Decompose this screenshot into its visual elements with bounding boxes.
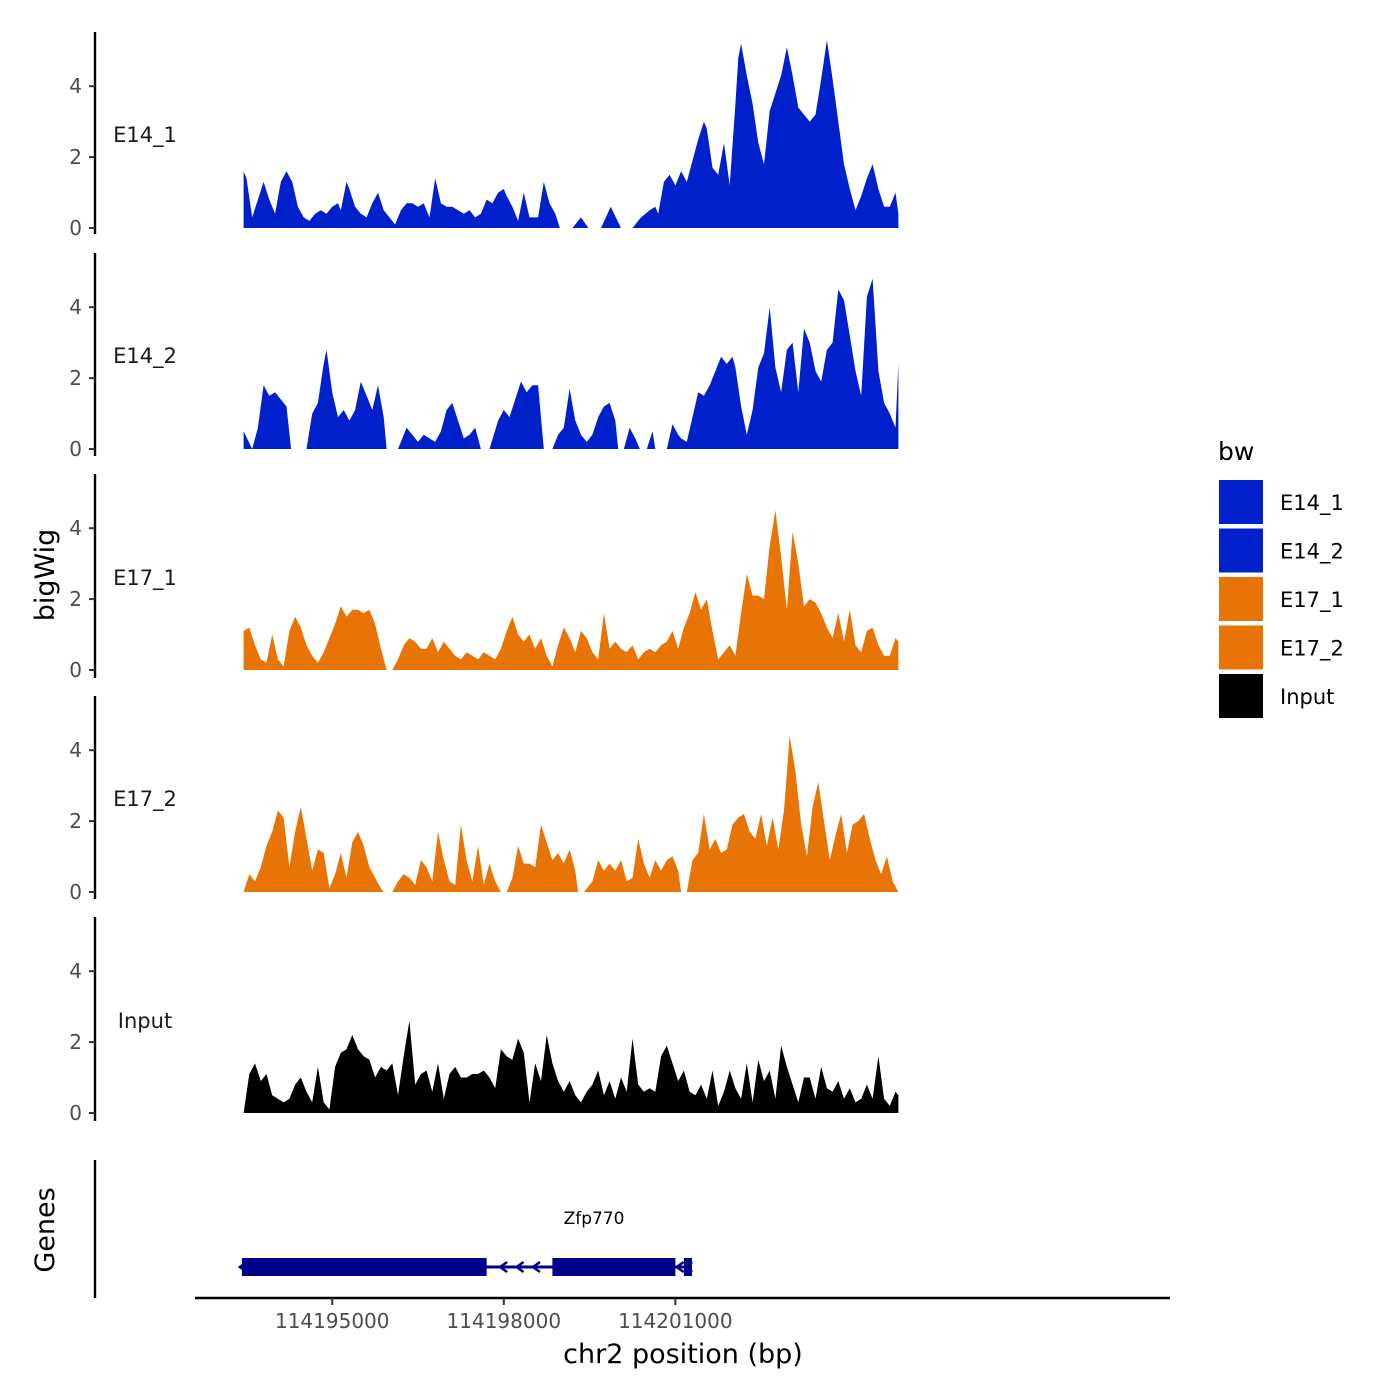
y-tick-label: 2 [69,366,82,390]
gene-track: Zfp770 [93,1160,693,1298]
track-e17-2: 0 2 4 E17_2 [69,696,899,904]
track-e14-2: 0 2 4 E14_2 [69,253,899,461]
legend-label: E17_2 [1280,637,1344,662]
genes-axis-title: Genes [30,1187,61,1272]
x-axis: 114195000 114198000 114201000 [195,1296,1170,1333]
y-tick-label: 0 [69,658,82,682]
y-tick-label: 4 [69,516,82,540]
legend-label: E17_1 [1280,588,1344,613]
y-tick-label: 0 [69,437,82,461]
y-tick-label: 0 [69,1101,82,1125]
track-e14-1: 0 2 4 E14_1 [69,32,899,240]
strand-arrow [514,1260,525,1274]
gene-label: Zfp770 [564,1209,625,1229]
legend-title: bw [1218,437,1254,466]
track-label: Input [118,1009,172,1033]
area-input [243,1020,899,1113]
gene-exon [241,1258,487,1276]
gene-exon [683,1258,692,1276]
x-tick-label: 114201000 [618,1309,733,1333]
y-axis-title: bigWig [30,529,61,622]
gene-exon [552,1258,676,1276]
strand-arrow [497,1260,508,1274]
y-tick-label: 4 [69,74,82,98]
y-tick-label: 4 [69,959,82,983]
legend-label: E14_1 [1280,491,1344,516]
track-label: E14_2 [113,344,177,369]
y-tick-label: 4 [69,295,82,319]
y-tick-label: 2 [69,809,82,833]
legend-label: Input [1280,685,1334,709]
y-tick-label: 0 [69,880,82,904]
track-label: E17_2 [113,787,177,812]
track-label: E17_1 [113,566,177,591]
legend-key [1219,625,1263,670]
legend-key [1219,577,1263,621]
bigwig-tracks: 0 2 4 E14_1 0 2 4 E14_2 0 2 4 E17_1 0 2 4 E17_2 0 2 4 Input [69,32,899,1125]
y-tick-label: 2 [69,1030,82,1054]
strand-arrow [674,1260,685,1274]
legend: bw E14_1 E14_2 E17_1 E17_2 Input [1218,437,1344,718]
area-e17-1 [243,510,899,670]
y-tick-label: 2 [69,145,82,169]
area-e14-2 [243,278,899,449]
strand-arrow [530,1260,541,1274]
legend-label: E14_2 [1280,540,1344,565]
area-e17-2 [243,736,899,892]
x-tick-label: 114198000 [447,1309,562,1333]
y-tick-label: 4 [69,738,82,762]
x-axis-title: chr2 position (bp) [563,1339,803,1370]
track-input: 0 2 4 Input [69,917,899,1125]
track-label: E14_1 [113,123,177,148]
legend-key [1219,674,1263,718]
track-e17-1: 0 2 4 E17_1 [69,474,899,682]
legend-key [1219,528,1263,573]
y-tick-label: 0 [69,216,82,240]
area-e14-1 [243,40,899,228]
legend-key [1219,480,1263,524]
y-tick-label: 2 [69,587,82,611]
x-tick-label: 114195000 [275,1309,390,1333]
